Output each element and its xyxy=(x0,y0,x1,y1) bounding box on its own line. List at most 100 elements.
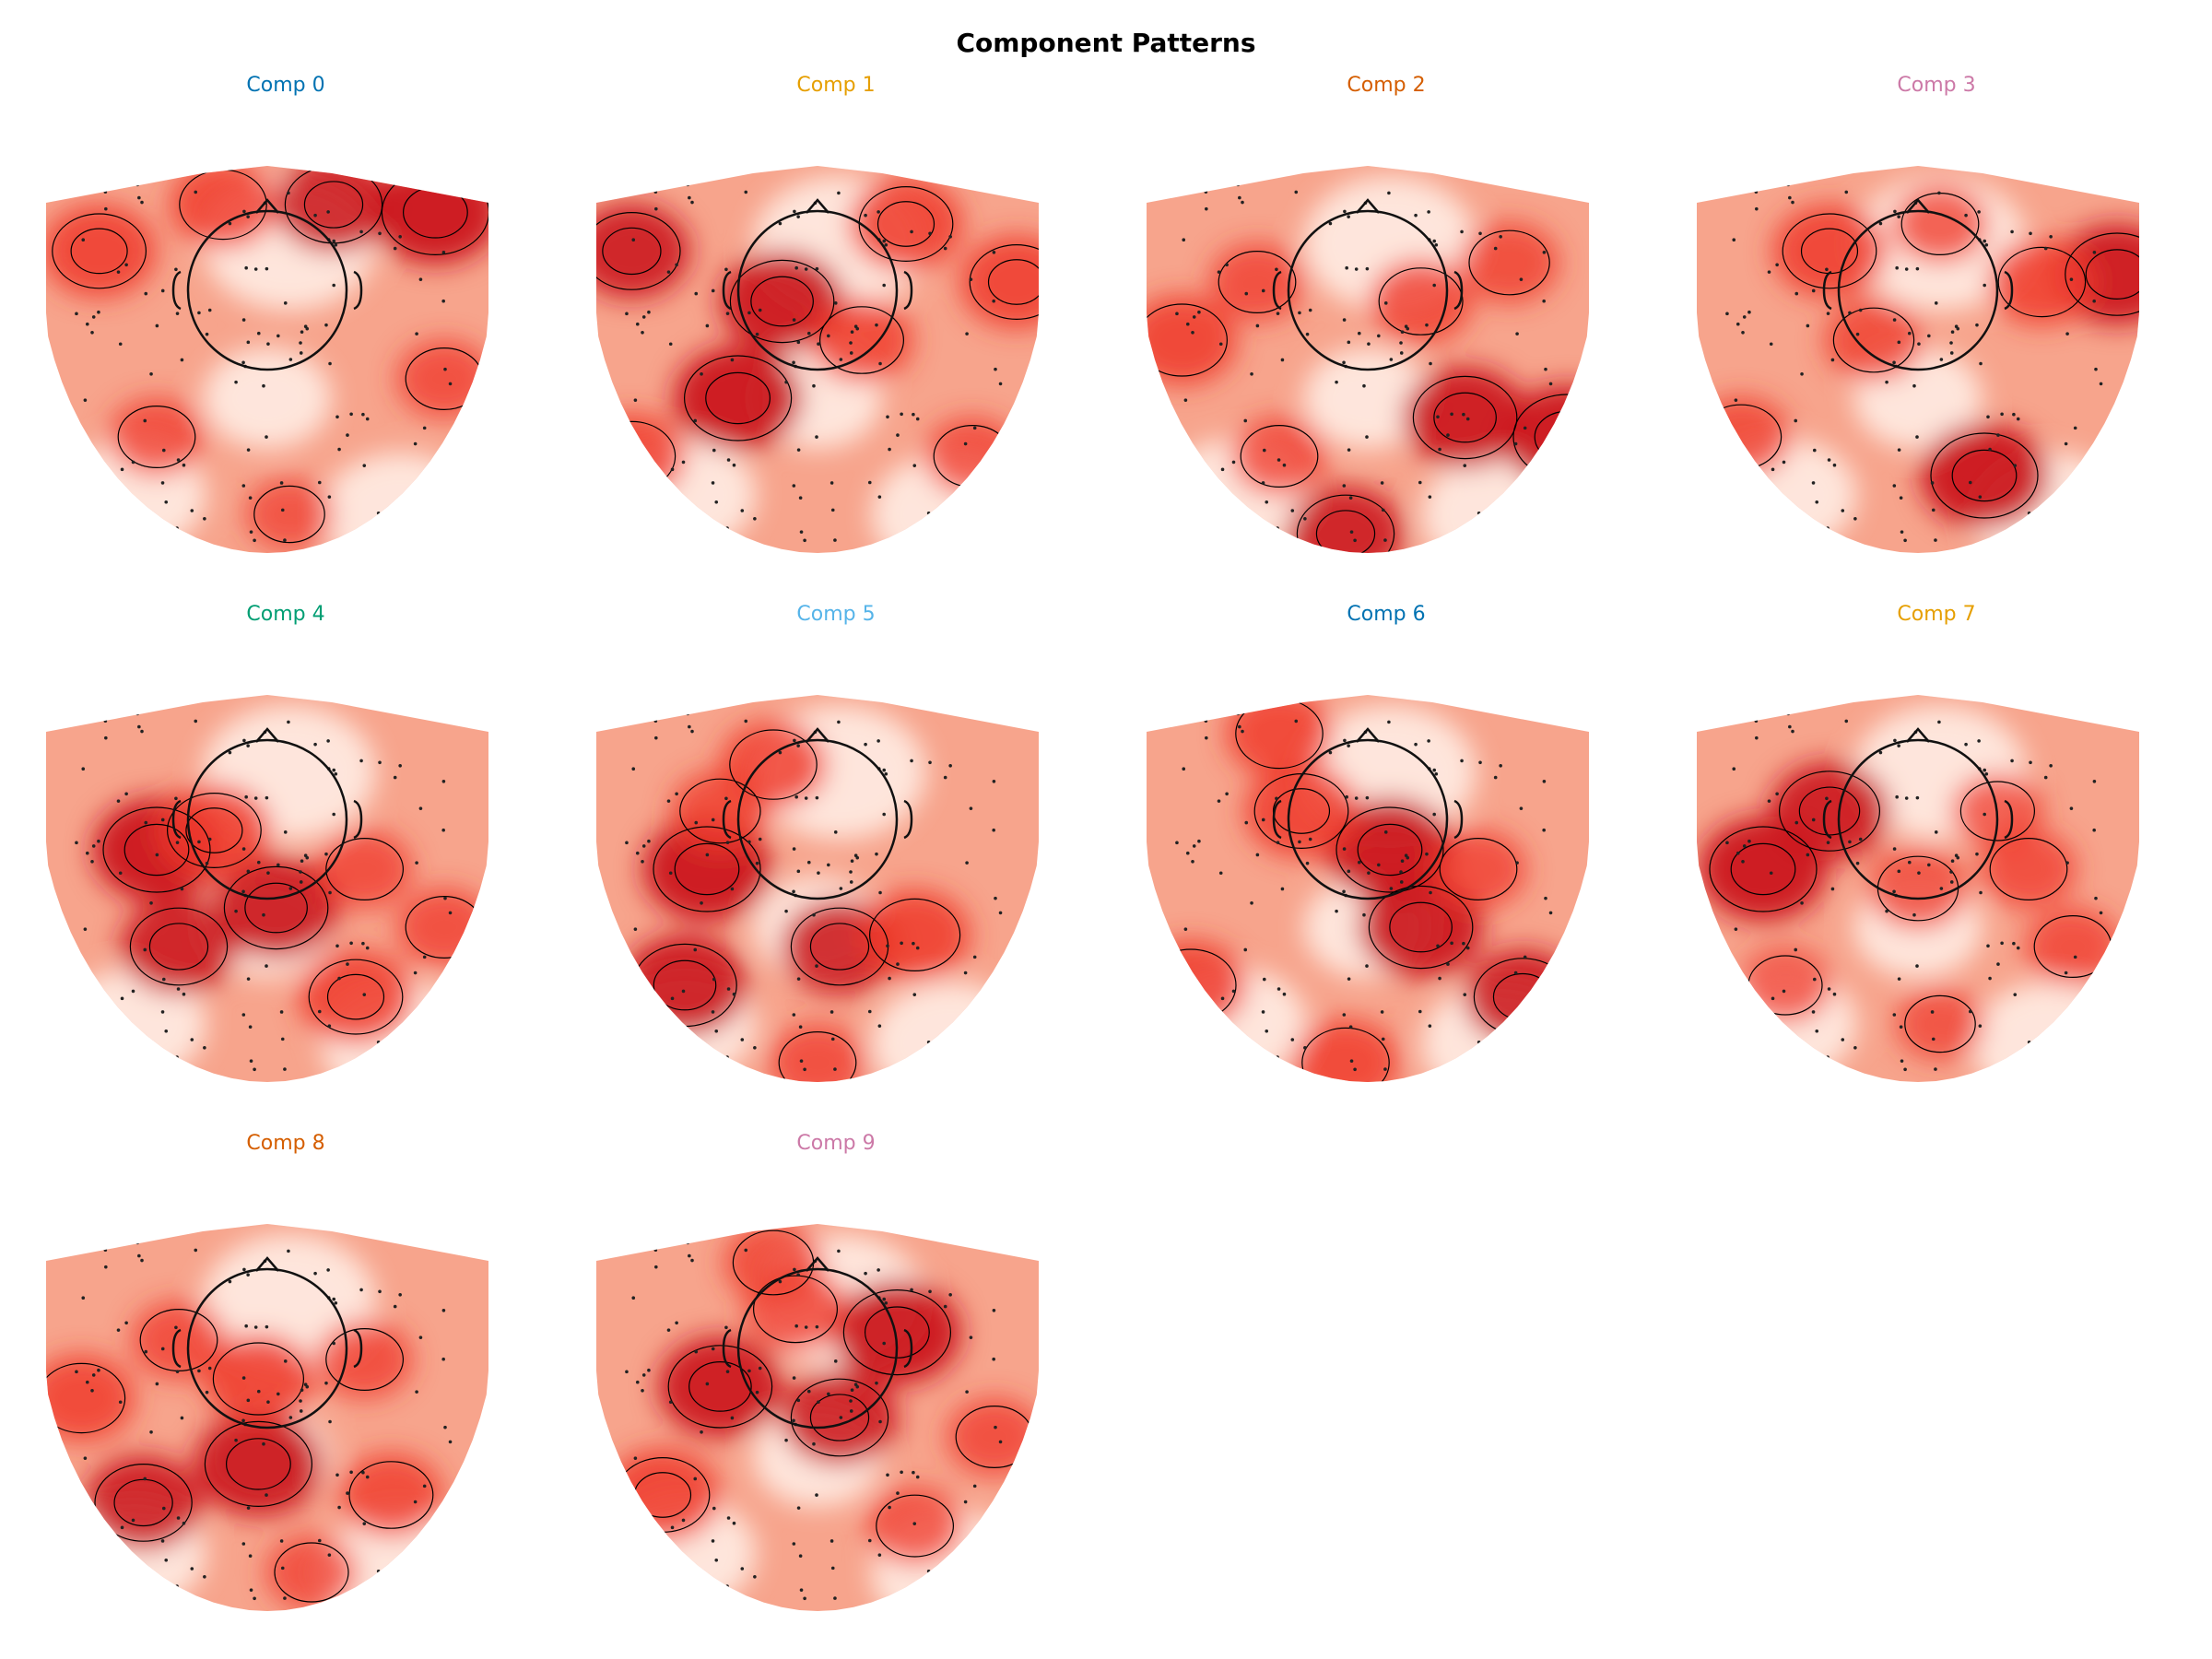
sensor-dot xyxy=(137,724,141,729)
sensor-dot xyxy=(1977,210,1981,214)
sensor-dot xyxy=(1345,265,1348,270)
sensor-dot xyxy=(853,853,858,858)
sensor-dot xyxy=(118,1563,123,1568)
sensor-dot xyxy=(1191,330,1194,335)
sensor-dot xyxy=(234,909,238,913)
sensor-dot xyxy=(246,215,250,218)
sensor-dot xyxy=(1782,460,1786,465)
hotspot xyxy=(924,417,1020,496)
sensor-dot xyxy=(1191,859,1194,864)
sensor-dot xyxy=(197,311,201,315)
sensor-dot xyxy=(197,1369,201,1373)
sensor-dot xyxy=(850,859,854,864)
sensor-dot xyxy=(124,792,128,796)
contour-line xyxy=(809,923,870,971)
sensor-dot xyxy=(448,382,453,386)
sensor-dot xyxy=(2094,896,2098,900)
sensor-dot xyxy=(1446,962,1450,966)
sensor-dot xyxy=(164,1030,169,1033)
sensor-dot xyxy=(1436,415,1440,419)
contour-line xyxy=(679,778,761,844)
low-region xyxy=(1971,982,2130,1082)
sensor-dot xyxy=(1825,267,1829,272)
sensor-dot xyxy=(633,1456,638,1460)
sensor-dot xyxy=(1858,837,1863,841)
sensor-dot xyxy=(1206,1067,1211,1072)
sensor-dot xyxy=(1342,847,1347,851)
sensor-dot xyxy=(207,837,212,841)
sensor-dot xyxy=(981,1549,985,1554)
sensor-dot xyxy=(422,426,427,430)
sensor-dot xyxy=(686,1241,689,1245)
sensor-dot xyxy=(992,1308,996,1312)
sensor-dot xyxy=(1477,1040,1481,1044)
sensor-dot xyxy=(1294,719,1299,724)
sensor-dot xyxy=(700,1430,703,1434)
sensor-dot xyxy=(817,342,820,346)
sensor-dot xyxy=(1205,206,1208,211)
sensor-dot xyxy=(1895,265,1899,270)
sensor-dot xyxy=(279,1010,284,1014)
sensor-dot xyxy=(1930,1010,1935,1014)
sensor-dot xyxy=(965,332,969,335)
hotspot xyxy=(1369,259,1473,344)
sensor-dot xyxy=(1892,484,1897,488)
ear-mark xyxy=(353,1328,363,1369)
sensor-dot xyxy=(796,744,800,747)
sensor-dot xyxy=(653,1044,657,1049)
sensor-dot xyxy=(120,996,124,1001)
contour-line xyxy=(1315,510,1376,553)
sensor-dot xyxy=(266,871,270,875)
sensor-dot xyxy=(1275,267,1278,272)
sensor-dot xyxy=(1747,839,1751,843)
sensor-dot xyxy=(124,263,128,267)
sensor-dot xyxy=(815,266,819,271)
sensor-dot xyxy=(1931,1037,1936,1041)
sensor-dot xyxy=(1975,323,1979,327)
contour-line xyxy=(124,823,190,877)
hotspot xyxy=(194,1411,324,1517)
sensor-dot xyxy=(747,311,751,315)
sensor-dot xyxy=(1841,509,1845,512)
sensor-dot xyxy=(878,1419,882,1424)
sensor-dot xyxy=(668,342,673,347)
topomap-svg xyxy=(596,166,1039,553)
sensor-dot xyxy=(730,1416,735,1420)
sensor-dot xyxy=(1791,200,1794,205)
sensor-dot xyxy=(635,322,640,326)
sensor-dot xyxy=(103,190,108,194)
sensor-dot xyxy=(332,283,335,288)
sensor-dot xyxy=(241,847,246,851)
hotspot xyxy=(1402,366,1528,469)
sensor-dot xyxy=(299,351,303,355)
sensor-dot xyxy=(106,538,111,543)
sensor-dot xyxy=(792,360,795,365)
sensor-dot xyxy=(711,1539,715,1543)
sensor-dot xyxy=(1202,1028,1206,1032)
sensor-dot xyxy=(1204,190,1208,194)
sensor-dot xyxy=(1478,231,1482,236)
sensor-dot xyxy=(875,852,878,856)
sensor-dot xyxy=(359,759,363,763)
sensor-dot xyxy=(120,467,124,472)
sensor-dot xyxy=(194,719,198,724)
sensor-dot xyxy=(376,1040,381,1044)
contour-line xyxy=(1335,806,1444,893)
sensor-dot xyxy=(1238,195,1241,200)
sensor-dot xyxy=(1231,989,1236,994)
sensor-dot xyxy=(1183,927,1188,931)
sensor-dot xyxy=(998,382,1003,386)
sensor-dot xyxy=(888,447,891,452)
sensor-dot xyxy=(378,760,382,765)
sensor-dot xyxy=(690,200,694,205)
contour-line xyxy=(653,959,717,1011)
sensor-dot xyxy=(443,367,447,371)
sensor-dot xyxy=(693,947,698,952)
sensor-dot xyxy=(827,1392,830,1396)
sensor-dot xyxy=(1362,383,1366,388)
sensor-dot xyxy=(732,992,736,996)
sensor-dot xyxy=(1815,500,1819,504)
sensor-dot xyxy=(926,1569,931,1573)
sensor-dot xyxy=(246,869,251,874)
sensor-dot xyxy=(912,993,917,996)
